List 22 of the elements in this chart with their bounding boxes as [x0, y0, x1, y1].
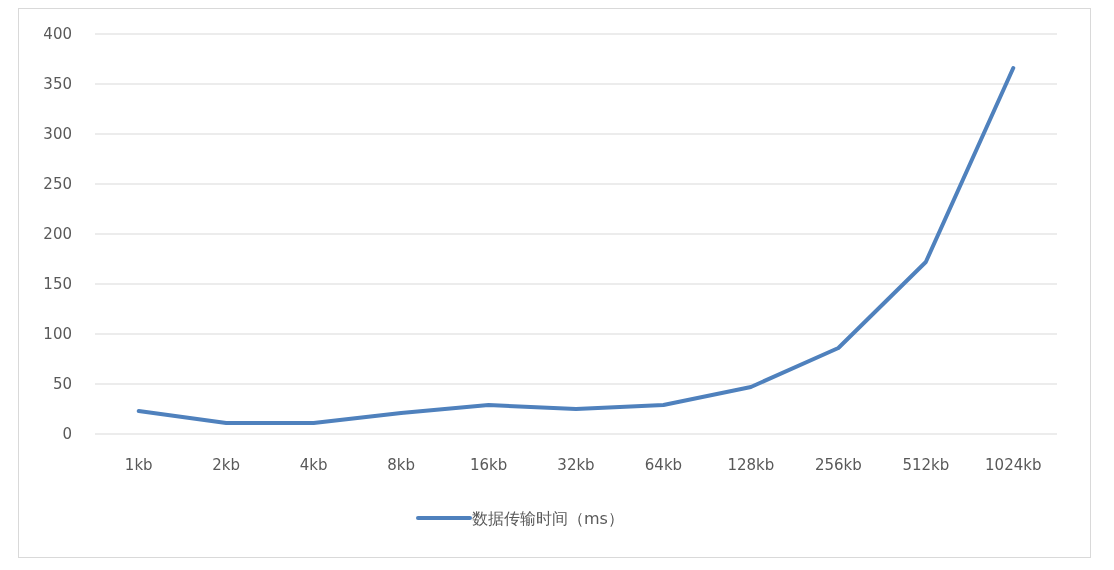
y-tick-label: 200	[43, 225, 72, 243]
x-tick-label: 1024kb	[985, 456, 1042, 474]
x-tick-label: 64kb	[644, 456, 683, 474]
legend-label: 数据传输时间（ms）	[472, 509, 624, 528]
x-tick-label: 4kb	[299, 456, 328, 474]
y-tick-label: 250	[43, 175, 72, 193]
line-series	[136, 66, 1016, 425]
x-tick-label: 1kb	[124, 456, 153, 474]
y-tick-label: 50	[52, 375, 72, 393]
x-tick-label: 128kb	[727, 456, 775, 474]
y-tick-label: 100	[43, 325, 72, 343]
y-tick-label: 350	[43, 75, 72, 93]
y-tick-label: 400	[43, 25, 72, 43]
x-tick-label: 32kb	[557, 456, 595, 474]
x-tick-label: 8kb	[387, 456, 415, 474]
x-tick-label: 16kb	[469, 456, 508, 474]
y-tick-label: 150	[43, 275, 72, 293]
y-tick-label: 0	[62, 425, 72, 443]
x-tick-label: 256kb	[814, 456, 862, 474]
y-tick-label: 300	[43, 125, 72, 143]
x-tick-label: 2kb	[212, 456, 241, 474]
x-tick-label: 512kb	[902, 456, 950, 474]
